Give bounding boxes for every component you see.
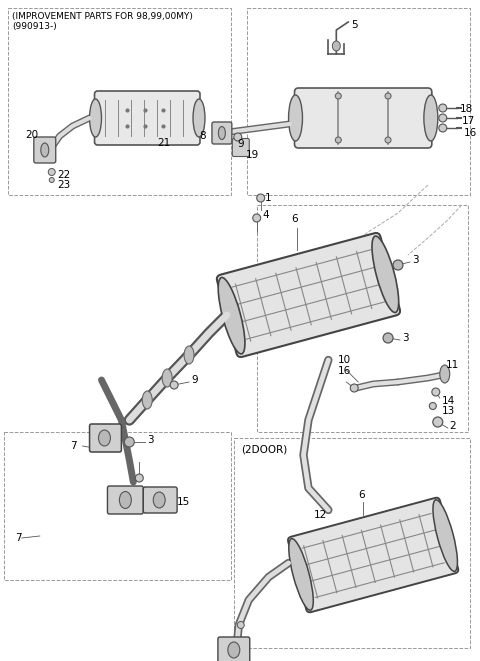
FancyBboxPatch shape — [217, 233, 400, 357]
Text: 4: 4 — [263, 210, 269, 220]
Text: 2: 2 — [450, 421, 456, 431]
Text: 11: 11 — [446, 360, 459, 370]
FancyBboxPatch shape — [143, 487, 177, 513]
Circle shape — [336, 93, 341, 99]
Circle shape — [257, 194, 264, 202]
Text: 5: 5 — [351, 20, 358, 30]
FancyBboxPatch shape — [212, 122, 232, 144]
Bar — [257, 205, 468, 432]
Circle shape — [429, 403, 436, 410]
Ellipse shape — [193, 99, 205, 137]
Circle shape — [49, 178, 54, 182]
Text: 13: 13 — [442, 406, 455, 416]
Circle shape — [385, 137, 391, 143]
Text: (990913-): (990913-) — [12, 22, 57, 31]
Text: 16: 16 — [338, 366, 351, 376]
FancyBboxPatch shape — [288, 498, 458, 612]
Ellipse shape — [162, 369, 172, 387]
Text: 6: 6 — [358, 490, 365, 500]
Ellipse shape — [424, 95, 438, 141]
Text: 18: 18 — [460, 104, 473, 114]
Ellipse shape — [41, 143, 49, 157]
Text: 7: 7 — [15, 533, 22, 543]
Text: 8: 8 — [199, 131, 206, 141]
Circle shape — [48, 169, 55, 176]
Circle shape — [393, 260, 403, 270]
Circle shape — [170, 381, 178, 389]
Circle shape — [135, 474, 143, 482]
Text: 23: 23 — [58, 180, 71, 190]
Ellipse shape — [120, 492, 132, 508]
Circle shape — [439, 114, 447, 122]
Circle shape — [439, 104, 447, 112]
Text: 15: 15 — [177, 497, 191, 507]
Ellipse shape — [288, 95, 302, 141]
Text: 3: 3 — [147, 435, 154, 445]
Text: 16: 16 — [464, 128, 477, 138]
FancyBboxPatch shape — [108, 486, 143, 514]
Text: 21: 21 — [157, 138, 170, 148]
Ellipse shape — [218, 278, 245, 354]
Circle shape — [439, 124, 447, 132]
Text: 9: 9 — [237, 139, 244, 149]
Bar — [4, 432, 231, 580]
Text: 12: 12 — [313, 510, 327, 520]
FancyBboxPatch shape — [295, 88, 432, 148]
Circle shape — [237, 621, 244, 629]
Circle shape — [336, 137, 341, 143]
Text: (2DOOR): (2DOOR) — [241, 444, 287, 454]
Ellipse shape — [440, 365, 450, 383]
Text: 7: 7 — [70, 441, 76, 451]
Ellipse shape — [184, 346, 194, 364]
Ellipse shape — [90, 99, 101, 137]
Circle shape — [383, 333, 393, 343]
Text: 1: 1 — [264, 193, 271, 203]
FancyBboxPatch shape — [232, 139, 249, 157]
Text: 3: 3 — [412, 255, 419, 265]
Ellipse shape — [142, 391, 152, 409]
Text: 20: 20 — [25, 130, 38, 140]
Ellipse shape — [153, 492, 165, 508]
Circle shape — [433, 417, 443, 427]
FancyBboxPatch shape — [95, 91, 200, 145]
Text: 10: 10 — [338, 355, 351, 365]
Circle shape — [234, 133, 242, 141]
Text: 14: 14 — [442, 396, 455, 406]
Ellipse shape — [332, 41, 340, 51]
Ellipse shape — [372, 236, 399, 313]
Text: 17: 17 — [462, 116, 475, 126]
FancyBboxPatch shape — [218, 637, 250, 661]
Text: 22: 22 — [58, 170, 71, 180]
FancyBboxPatch shape — [34, 137, 56, 163]
Circle shape — [350, 384, 358, 392]
Text: 3: 3 — [402, 333, 408, 343]
Bar — [234, 438, 469, 648]
Circle shape — [124, 437, 134, 447]
Text: 9: 9 — [191, 375, 198, 385]
Bar — [8, 8, 231, 195]
Ellipse shape — [218, 126, 226, 139]
Ellipse shape — [228, 642, 240, 658]
Bar — [247, 8, 469, 195]
Text: 6: 6 — [291, 214, 298, 224]
Circle shape — [385, 93, 391, 99]
FancyBboxPatch shape — [90, 424, 121, 452]
Ellipse shape — [433, 500, 457, 571]
Ellipse shape — [98, 430, 110, 446]
Text: (IMPROVEMENT PARTS FOR 98,99,00MY): (IMPROVEMENT PARTS FOR 98,99,00MY) — [12, 12, 193, 21]
Circle shape — [432, 388, 440, 396]
Circle shape — [253, 214, 261, 222]
Ellipse shape — [289, 539, 313, 610]
Text: 19: 19 — [246, 150, 259, 160]
